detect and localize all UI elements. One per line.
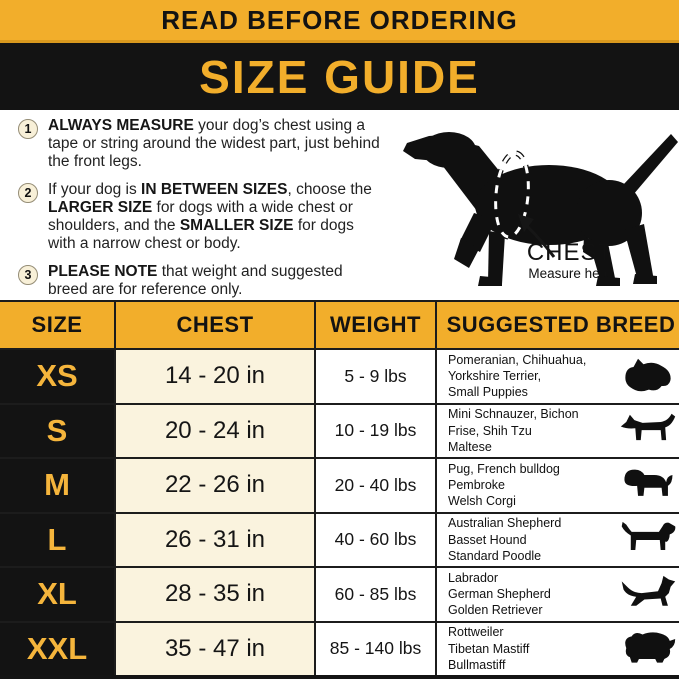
instruction-3-plain: that weight and suggested breed are for … (48, 262, 343, 298)
weight-cell-m: 20 - 40 lbs (316, 459, 435, 512)
breed-cell-xxl: Rottweiler Tibetan Mastiff Bullmastiff (437, 622, 679, 675)
size-cell-m: M (0, 459, 114, 512)
instruction-item-3: 3 PLEASE NOTE that weight and suggested … (18, 263, 380, 299)
header-chest: CHEST (116, 302, 314, 348)
page-title: SIZE GUIDE (199, 50, 480, 103)
instruction-3-number-badge: 3 (18, 264, 38, 285)
weight-cell-xxl: 85 - 140 lbs (316, 622, 435, 675)
breed-list-xs: Pomeranian, Chihuahua, Yorkshire Terrier… (448, 352, 587, 400)
instruction-1-plain: your dog’s chest using a tape or string … (48, 117, 380, 170)
instruction-1-bold: ALWAYS MEASURE (48, 117, 194, 134)
chest-cell-xxl: 35 - 47 in (116, 622, 314, 675)
weight-cell-l: 40 - 60 lbs (316, 513, 435, 566)
german-shepherd-icon (621, 576, 676, 607)
instructions-list: 1 ALWAYS MEASURE your dog’s chest using … (18, 117, 380, 309)
size-table: SIZE CHEST WEIGHT SUGGESTED BREED XS 14 … (0, 300, 679, 679)
instruction-2-number-badge: 2 (18, 182, 38, 203)
read-before-ordering-text: READ BEFORE ORDERING (161, 4, 518, 35)
pug-icon (624, 469, 673, 497)
intro-section: 1 ALWAYS MEASURE your dog’s chest using … (0, 110, 679, 300)
breed-cell-m: Pug, French bulldog Pembroke Welsh Corgi (437, 459, 679, 512)
header-suggested-breed: SUGGESTED BREED (437, 302, 679, 348)
breed-list-s: Mini Schnauzer, Bichon Frise, Shih Tzu M… (448, 407, 579, 454)
instruction-2-text: If your dog is IN BETWEEN SIZES, choose … (48, 181, 380, 253)
breed-list-xl: Labrador German Shepherd Golden Retrieve… (448, 570, 551, 618)
instruction-2-plain-b: , choose the (287, 180, 372, 198)
chest-cell-xl: 28 - 35 in (116, 568, 314, 621)
size-cell-xxl: XXL (0, 622, 114, 675)
chest-cell-xs: 14 - 20 in (116, 350, 314, 403)
weight-cell-s: 10 - 19 lbs (316, 404, 435, 457)
arrow-icon (518, 214, 556, 258)
breed-cell-s: Mini Schnauzer, Bichon Frise, Shih Tzu M… (437, 404, 679, 457)
size-guide-banner: SIZE GUIDE (0, 43, 679, 110)
instruction-1-number-badge: 1 (18, 119, 38, 139)
instruction-item-2: 2 If your dog is IN BETWEEN SIZES, choos… (18, 181, 380, 253)
tibetan-mastiff-icon (625, 632, 676, 663)
instruction-2-bold-c: SMALLER SIZE (179, 216, 294, 234)
instruction-2-plain-c: for dogs with a wide chest or shoulders,… (48, 198, 353, 234)
breed-list-m: Pug, French bulldog Pembroke Welsh Corgi (448, 461, 560, 509)
instruction-3-text: PLEASE NOTE that weight and suggested br… (48, 263, 380, 299)
breed-cell-l: Australian Shepherd Basset Hound Standar… (437, 513, 679, 566)
instruction-2-plain-d: for dogs with a narrow chest or body. (48, 216, 354, 252)
yorkshire-terrier-icon (625, 359, 671, 392)
instruction-1-text: ALWAYS MEASURE your dog’s chest using a … (48, 117, 380, 171)
instruction-2-bold-a: IN BETWEEN SIZES (141, 180, 288, 198)
chest-label: CHEST (526, 239, 614, 266)
pointer-dog-silhouette-icon (403, 132, 678, 286)
chest-cell-s: 20 - 24 in (116, 404, 314, 457)
size-cell-xs: XS (0, 350, 114, 403)
breed-list-l: Australian Shepherd Basset Hound Standar… (448, 516, 562, 563)
instruction-2-bold-b: LARGER SIZE (48, 198, 153, 216)
instruction-3-bold: PLEASE NOTE (48, 262, 158, 280)
header-weight: WEIGHT (316, 302, 435, 348)
breed-cell-xl: Labrador German Shepherd Golden Retrieve… (437, 568, 679, 621)
chest-cell-l: 26 - 31 in (116, 513, 314, 566)
size-cell-s: S (0, 404, 114, 457)
breed-list-xxl: Rottweiler Tibetan Mastiff Bullmastiff (448, 625, 530, 672)
chest-measurement-diagram: CHEST Measure here (377, 113, 679, 299)
weight-cell-xs: 5 - 9 lbs (316, 350, 435, 403)
weight-cell-xl: 60 - 85 lbs (316, 568, 435, 621)
measure-here-label: Measure here (528, 266, 612, 281)
dachshund-icon (620, 413, 676, 440)
instruction-item-1: 1 ALWAYS MEASURE your dog’s chest using … (18, 117, 380, 171)
basset-hound-icon (621, 521, 676, 550)
header-size: SIZE (0, 302, 114, 348)
chest-cell-m: 22 - 26 in (116, 459, 314, 512)
instruction-2-plain-a: If your dog is (48, 180, 142, 198)
read-before-ordering-banner: READ BEFORE ORDERING (0, 0, 679, 43)
breed-cell-xs: Pomeranian, Chihuahua, Yorkshire Terrier… (437, 350, 679, 403)
size-cell-l: L (0, 513, 114, 566)
size-cell-xl: XL (0, 568, 114, 621)
